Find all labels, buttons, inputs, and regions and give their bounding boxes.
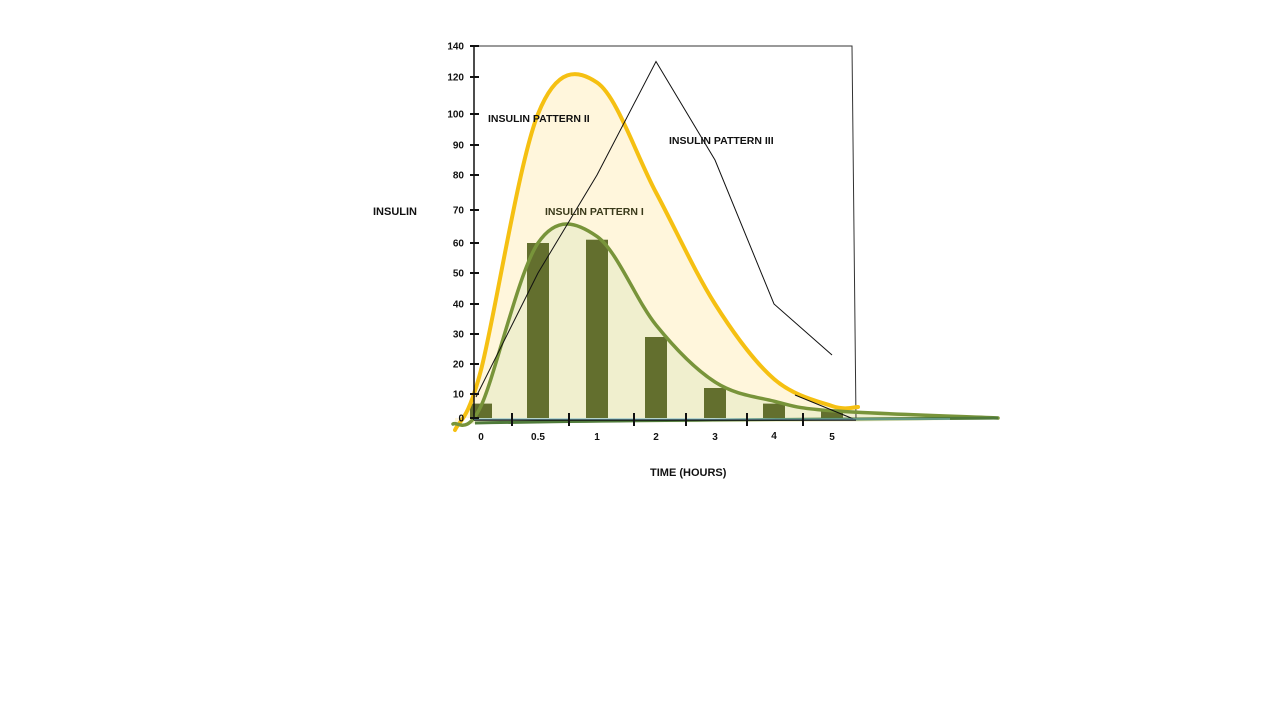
tick-labels: 0 10 20 30 40 50 60 70 80 90 100 120 140 0 0.5 1 2 3 4 5 — [447, 42, 835, 444]
y-tick-label: 70 — [453, 206, 465, 217]
series-label-pattern-3: INSULIN PATTERN III — [669, 135, 774, 147]
y-tick-label: 140 — [447, 42, 464, 53]
bar — [527, 243, 549, 418]
y-tick-label: 50 — [453, 269, 465, 280]
bar — [586, 239, 608, 418]
x-tick-label: 5 — [829, 432, 835, 443]
y-tick-label: 40 — [453, 300, 465, 311]
x-tick-label: 4 — [771, 431, 777, 442]
x-tick-label: 0 — [478, 432, 484, 443]
x-tick-label: 1 — [594, 432, 600, 443]
x-tick-label: 0.5 — [531, 432, 545, 443]
series-line-pattern-3 — [475, 60, 833, 398]
bar — [704, 388, 726, 418]
y-tick-label: 10 — [453, 390, 465, 401]
y-axis-title: INSULIN — [373, 206, 417, 218]
bar — [763, 403, 785, 418]
y-tick-label: 100 — [447, 110, 464, 121]
series-line-pattern-3-drop — [794, 394, 857, 421]
plot-frame — [474, 45, 857, 421]
x-tick-label: 2 — [653, 432, 659, 443]
plot-frame-border — [474, 45, 857, 421]
y-tick-label: 120 — [447, 73, 464, 84]
y-tick-label: 0 — [458, 414, 464, 425]
bar — [645, 337, 667, 418]
series-line-pattern-2 — [453, 72, 860, 432]
y-tick-label: 90 — [453, 141, 465, 152]
y-tick-label: 20 — [453, 360, 465, 371]
y-tick-label: 60 — [453, 239, 465, 250]
bar-series — [470, 239, 843, 418]
y-tick-label: 30 — [453, 330, 465, 341]
x-tick-label: 3 — [712, 432, 718, 443]
y-tick-label: 80 — [453, 171, 465, 182]
bar — [821, 410, 843, 418]
axes — [470, 45, 950, 426]
series-label-pattern-1: INSULIN PATTERN I — [545, 206, 644, 218]
series-label-pattern-2: INSULIN PATTERN II — [488, 113, 590, 125]
x-axis-title: TIME (HOURS) — [650, 467, 727, 479]
